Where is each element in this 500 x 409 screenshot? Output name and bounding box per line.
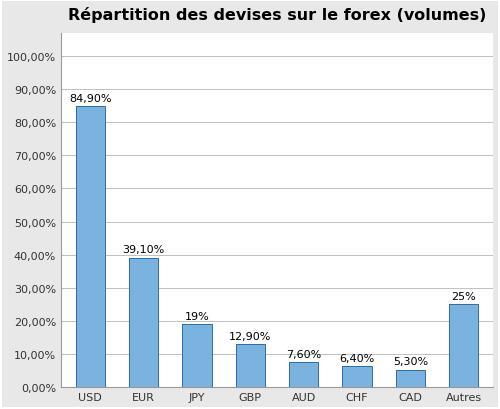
Text: 7,60%: 7,60% xyxy=(286,349,322,359)
Bar xyxy=(342,366,372,387)
Bar xyxy=(76,107,105,387)
Bar xyxy=(182,324,212,387)
Bar xyxy=(129,258,158,387)
Bar xyxy=(182,324,212,387)
Text: 6,40%: 6,40% xyxy=(340,353,374,363)
Bar xyxy=(236,345,265,387)
Bar xyxy=(396,370,425,387)
Bar xyxy=(396,370,425,387)
Bar xyxy=(449,305,478,387)
Bar xyxy=(449,305,478,387)
Bar xyxy=(236,345,265,387)
Bar xyxy=(76,107,105,387)
Text: 84,90%: 84,90% xyxy=(69,94,112,103)
Bar xyxy=(129,258,158,387)
Title: Répartition des devises sur le forex (volumes): Répartition des devises sur le forex (vo… xyxy=(68,7,486,23)
Bar xyxy=(289,362,318,387)
Bar xyxy=(342,366,372,387)
Text: 5,30%: 5,30% xyxy=(393,357,428,366)
Text: 12,90%: 12,90% xyxy=(229,331,272,342)
Bar xyxy=(289,362,318,387)
Text: 25%: 25% xyxy=(452,291,476,301)
Text: 19%: 19% xyxy=(184,311,210,321)
Text: 39,10%: 39,10% xyxy=(122,245,164,255)
